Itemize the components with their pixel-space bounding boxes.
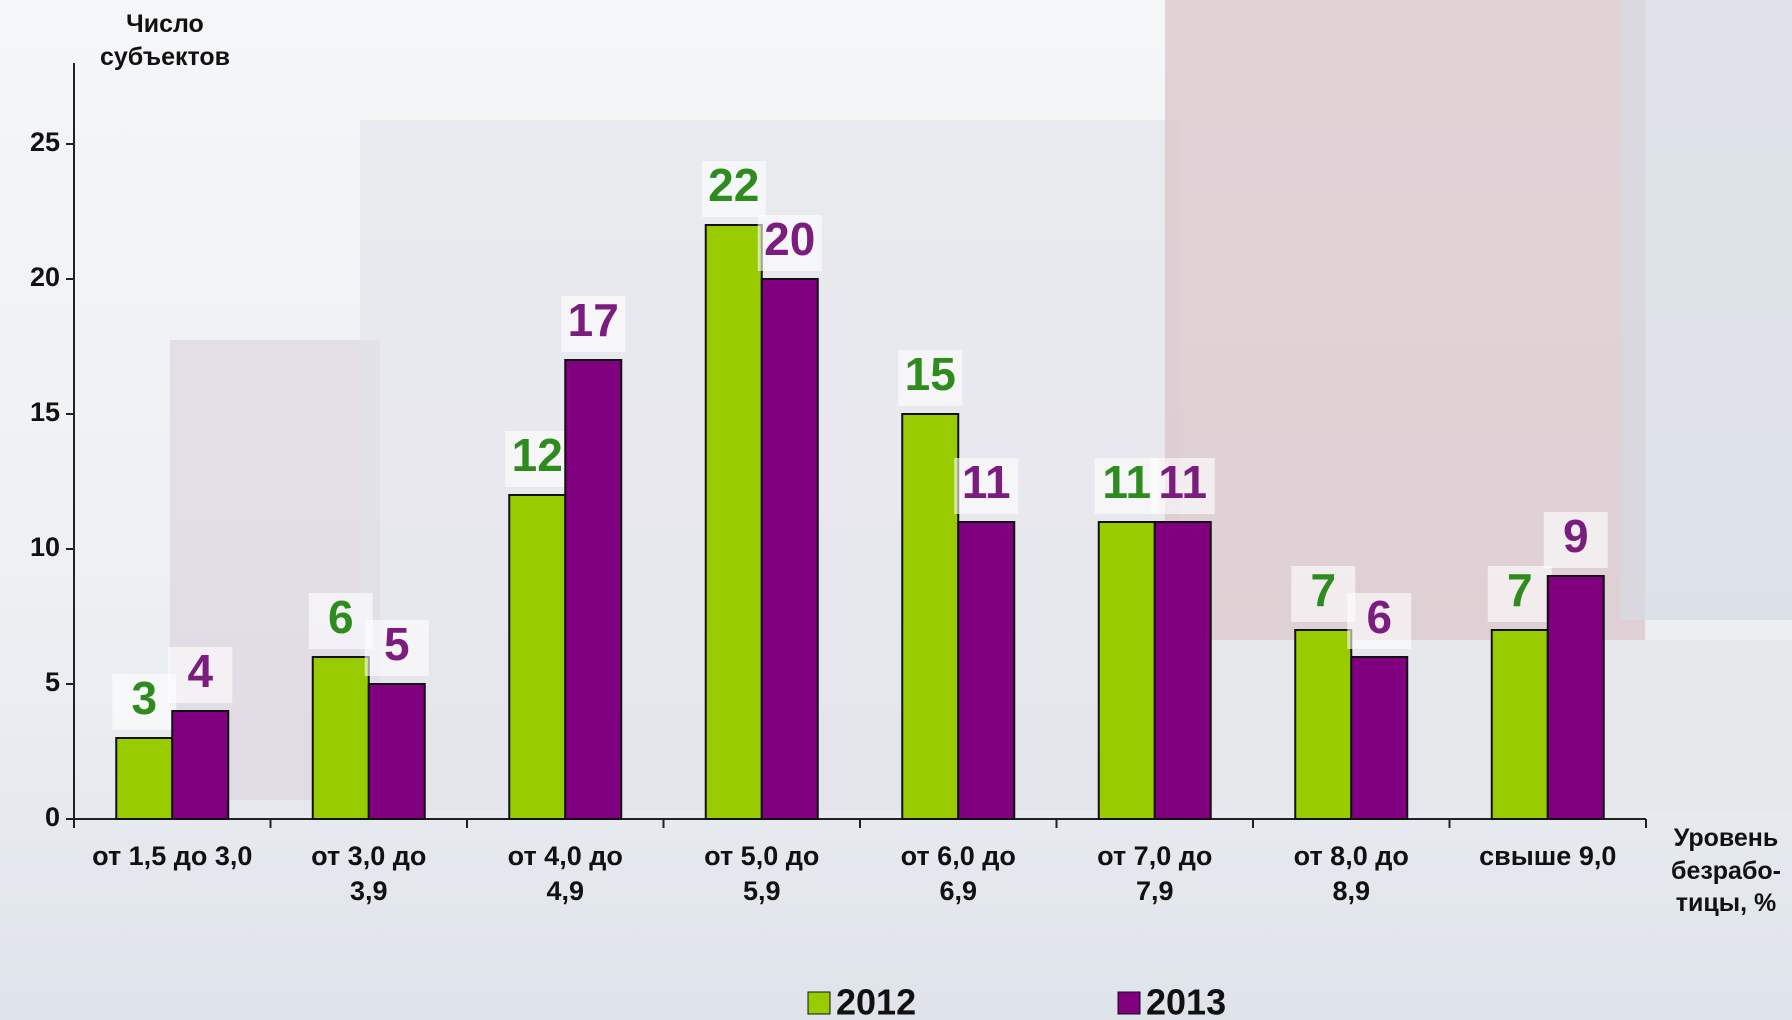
x-tick-label: от 5,0 до 5,9 [664,839,861,909]
slide: 0510152025346512172220151111117679201220… [0,0,1792,1020]
bar [565,360,621,819]
x-axis-title: Уровень безрабо- тицы, % [1660,822,1792,920]
value-label: 22 [708,159,759,211]
y-tick-label: 0 [45,802,60,832]
y-tick-label: 20 [30,262,60,292]
bar [958,522,1014,819]
bar [1492,630,1548,819]
x-tick-label: от 7,0 до 7,9 [1057,839,1254,909]
value-label: 11 [962,456,1011,508]
y-axis-title: Число субъектов [80,8,250,73]
value-label: 11 [1158,456,1207,508]
y-tick-label: 15 [30,397,60,427]
x-tick-label: от 6,0 до 6,9 [860,839,1057,909]
value-label: 7 [1507,564,1533,616]
bar [369,684,425,819]
bar [1295,630,1351,819]
bar [1155,522,1211,819]
value-label: 12 [512,429,563,481]
x-tick-label: свыше 9,0 [1450,839,1647,874]
bar [1099,522,1155,819]
y-tick-label: 5 [45,667,60,697]
value-label: 3 [131,672,157,724]
bar [1351,657,1407,819]
bar [509,495,565,819]
value-label: 15 [905,348,956,400]
value-label: 6 [1366,591,1392,643]
value-label: 9 [1563,510,1589,562]
value-label: 20 [764,213,815,265]
legend-label: 2013 [1146,982,1226,1020]
legend-swatch [808,992,830,1014]
y-tick-label: 10 [30,532,60,562]
legend-swatch [1118,992,1140,1014]
bar [902,414,958,819]
x-tick-label: от 4,0 до 4,9 [467,839,664,909]
y-tick-label: 25 [30,127,60,157]
bar [172,711,228,819]
value-label: 11 [1102,456,1151,508]
bar [313,657,369,819]
bar [116,738,172,819]
x-tick-label: от 1,5 до 3,0 [74,839,271,874]
value-label: 6 [328,591,354,643]
x-tick-label: от 8,0 до 8,9 [1253,839,1450,909]
value-label: 4 [187,645,213,697]
bar [1548,576,1604,819]
value-label: 17 [568,294,619,346]
bar [762,279,818,819]
bar [706,225,762,819]
value-label: 7 [1310,564,1336,616]
legend-label: 2012 [836,982,916,1020]
value-label: 5 [384,618,410,670]
x-tick-label: от 3,0 до 3,9 [271,839,468,909]
